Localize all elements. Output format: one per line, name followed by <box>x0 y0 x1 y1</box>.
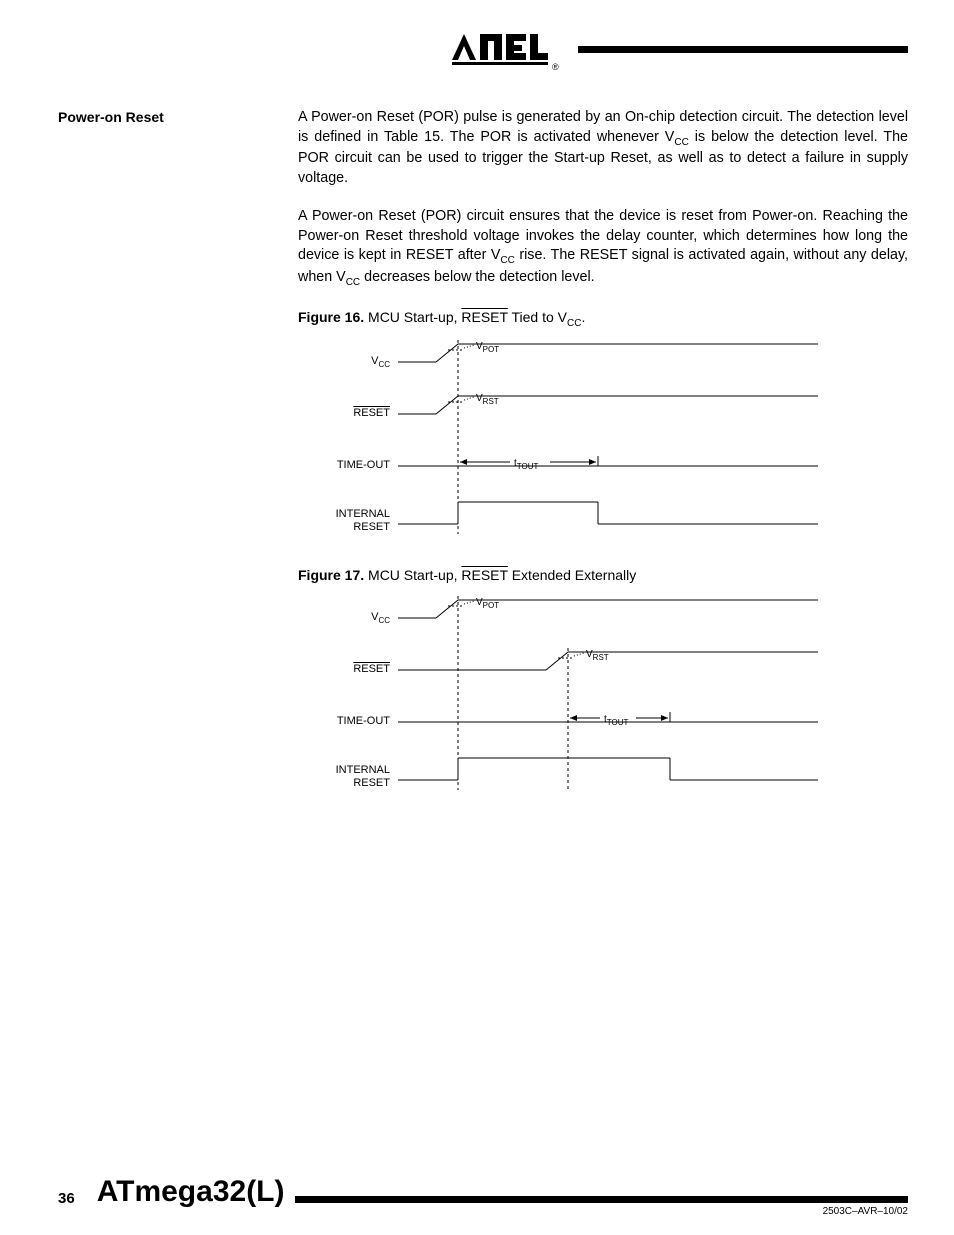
fig16-label-vpot: VPOT <box>476 340 499 355</box>
fig17-label-vrst: VRST <box>586 648 609 663</box>
header-rule <box>578 46 908 53</box>
figure16-caption: Figure 16. MCU Start-up, RESET Tied to V… <box>298 308 908 331</box>
fig17-label-timeout: TIME-OUT <box>298 714 390 729</box>
footer-rule <box>295 1196 909 1203</box>
fig17-label-vcc: VCC <box>298 610 390 626</box>
fig16-cap-a: MCU Start-up, <box>364 309 461 325</box>
fig17-cap-b: Extended Externally <box>508 567 636 583</box>
doc-id: 2503C–AVR–10/02 <box>823 1205 908 1219</box>
atmel-logo: ® <box>444 28 564 78</box>
p2-vcc-sub: CC <box>500 255 514 266</box>
content-column: A Power-on Reset (POR) pulse is generate… <box>298 108 908 810</box>
fig16-label-ttout: tTOUT <box>514 457 538 472</box>
fig16-label: Figure 16. <box>298 309 364 325</box>
fig16-label-timeout: TIME-OUT <box>298 458 390 473</box>
page: ® Power-on Reset A Power-on Reset (POR) … <box>0 0 954 1235</box>
figure16-diagram: VCC RESET TIME-OUT INTERNALRESET VPOT VR… <box>298 334 858 554</box>
fig16-label-vrst: VRST <box>476 392 499 407</box>
header-band: ® <box>58 28 908 76</box>
fig17-label-reset: RESET <box>298 662 390 677</box>
svg-text:®: ® <box>552 62 559 72</box>
fig16-cap-b: Tied to V <box>508 309 567 325</box>
section-title: Power-on Reset <box>58 108 164 128</box>
footer-line: 36 ATmega32(L) <box>58 1171 908 1213</box>
figure17-caption: Figure 17. MCU Start-up, RESET Extended … <box>298 566 908 586</box>
p1-vcc-sub: CC <box>674 137 688 148</box>
fig16-cap-vcc: CC <box>567 317 581 328</box>
figure17-diagram: VCC RESET TIME-OUT INTERNALRESET VPOT VR… <box>298 590 858 810</box>
fig17-cap-reset: RESET <box>461 567 507 583</box>
page-number: 36 <box>58 1188 75 1209</box>
fig17-label-vpot: VPOT <box>476 596 499 611</box>
fig17-label: Figure 17. <box>298 567 364 583</box>
fig16-label-internal: INTERNALRESET <box>298 508 390 533</box>
fig16-label-reset: RESET <box>298 406 390 421</box>
fig17-label-ttout: tTOUT <box>604 713 628 728</box>
product-name: ATmega32(L) <box>97 1171 285 1213</box>
p2-vcc2-sub: CC <box>346 277 360 288</box>
fig17-cap-a: MCU Start-up, <box>364 567 461 583</box>
paragraph-2: A Power-on Reset (POR) circuit ensures t… <box>298 207 908 290</box>
fig16-cap-reset: RESET <box>461 309 507 325</box>
p2-text-c: decreases below the detection level. <box>360 269 594 285</box>
fig16-label-vcc: VCC <box>298 354 390 370</box>
paragraph-1: A Power-on Reset (POR) pulse is generate… <box>298 108 908 189</box>
fig17-label-internal: INTERNALRESET <box>298 764 390 789</box>
fig16-cap-c: . <box>581 309 585 325</box>
page-footer: 36 ATmega32(L) 2503C–AVR–10/02 <box>58 1171 908 1213</box>
